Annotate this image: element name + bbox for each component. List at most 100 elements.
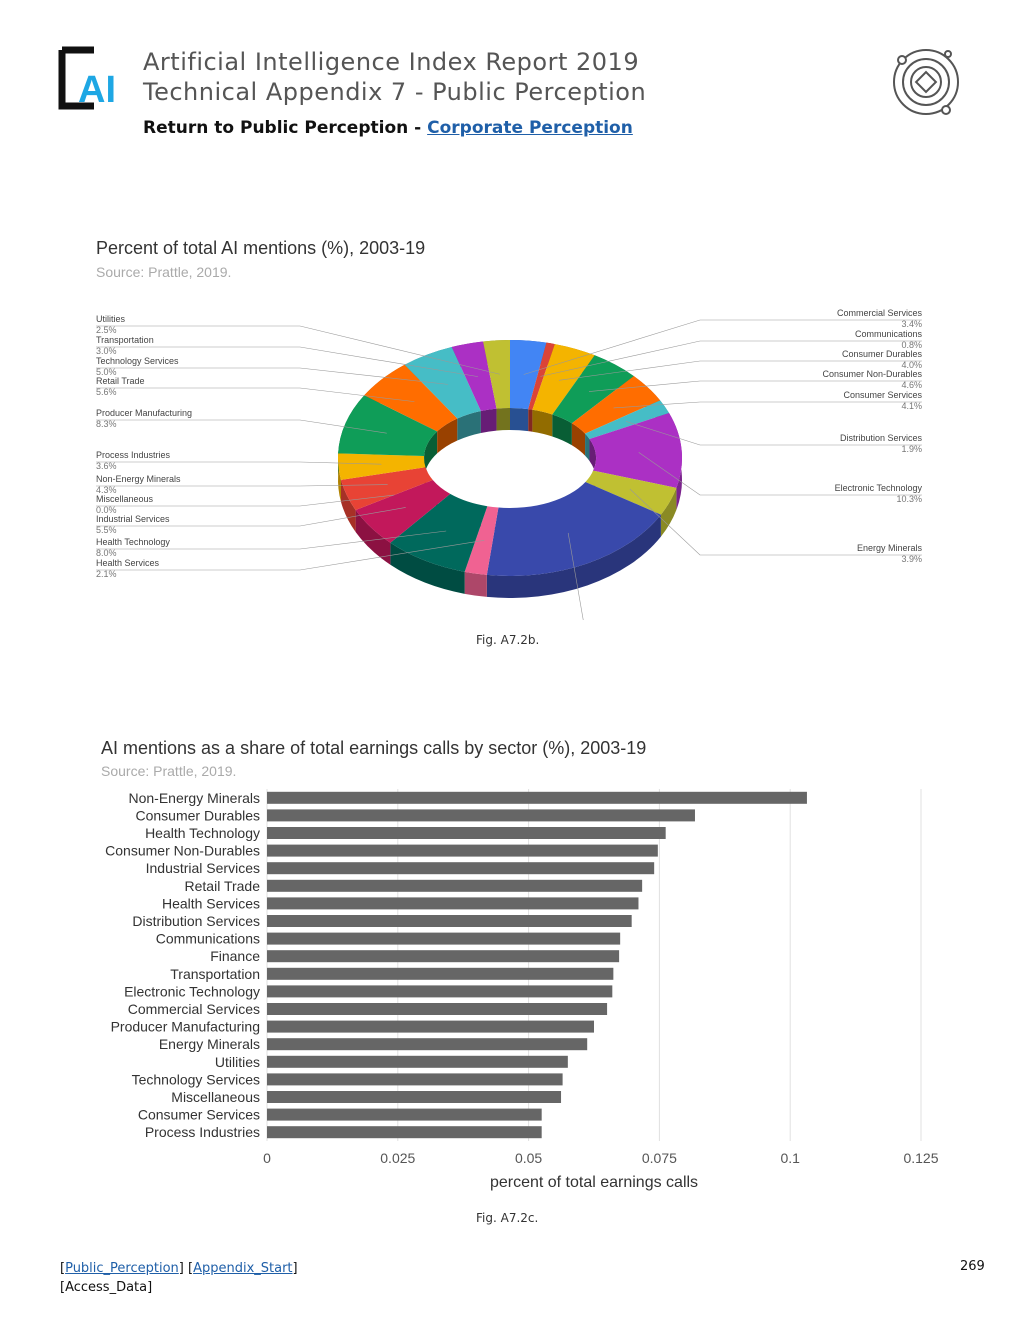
slice-utilities bbox=[483, 340, 510, 409]
bar-energy-minerals bbox=[267, 1038, 588, 1051]
bar-label-technology-services: Technology Services bbox=[132, 1071, 260, 1087]
slice-commercial-services bbox=[510, 340, 547, 410]
bar-distribution-services bbox=[267, 915, 632, 927]
pie-value-producer-manufacturing: 8.3% bbox=[96, 419, 117, 429]
leader-consumer-services bbox=[613, 401, 922, 409]
bar-chart-subtitle: Source: Prattle, 2019. bbox=[101, 763, 237, 779]
pie-value-industrial-services: 5.5% bbox=[96, 525, 117, 535]
slice-side-energy-minerals bbox=[660, 487, 677, 537]
pie-value-commercial-services: 3.4% bbox=[901, 319, 922, 329]
pie-value-health-services: 2.1% bbox=[96, 569, 117, 579]
pie-label-consumer-services: Consumer Services bbox=[843, 390, 922, 400]
pie-value-communications: 0.8% bbox=[901, 340, 922, 350]
leader-communications bbox=[540, 340, 922, 377]
pie-label-producer-manufacturing: Producer Manufacturing bbox=[96, 408, 192, 418]
pie-label-commercial-services: Commercial Services bbox=[837, 308, 923, 318]
pie-label-industrial-services: Industrial Services bbox=[96, 514, 170, 524]
slice-inner-technology-services bbox=[457, 410, 481, 441]
bar-label-health-technology: Health Technology bbox=[145, 825, 260, 841]
bar-label-consumer-services: Consumer Services bbox=[138, 1107, 260, 1123]
bar-electronic-technology bbox=[267, 985, 613, 998]
slice-inner-transportation bbox=[480, 408, 497, 433]
slice-retail-trade bbox=[364, 364, 458, 432]
x-tick-label: 0.075 bbox=[642, 1150, 677, 1166]
pie-label-technology-services: Technology Services bbox=[96, 356, 179, 366]
leader-non-energy-minerals bbox=[96, 484, 388, 487]
public-perception-link[interactable]: Public_Perception bbox=[65, 1261, 179, 1276]
slice-inner-consumer-durables bbox=[532, 409, 553, 437]
leader-technology-services bbox=[96, 367, 448, 385]
slice-consumer-durables bbox=[532, 344, 595, 415]
x-tick-label: 0.025 bbox=[380, 1150, 415, 1166]
slice-producer-manufacturing bbox=[338, 395, 438, 457]
report-title-line2: Technical Appendix 7 - Public Perception bbox=[143, 78, 647, 106]
slice-finance bbox=[486, 481, 661, 576]
slice-non-energy-minerals bbox=[340, 467, 433, 511]
slice-inner-consumer-services bbox=[571, 423, 586, 456]
pie-label-communications: Communications bbox=[855, 329, 923, 339]
pie-value-consumer-durables: 4.0% bbox=[901, 360, 922, 370]
pie-labels: Utilities2.5%Transportation3.0%Technolog… bbox=[96, 308, 922, 620]
slice-inner-distribution-services bbox=[585, 433, 590, 461]
footer-links: [Public_Perception] [Appendix_Start] [Ac… bbox=[60, 1261, 298, 1295]
leader-distribution-services bbox=[626, 421, 922, 446]
bar-miscellaneous bbox=[267, 1091, 562, 1103]
bar-consumer-services bbox=[267, 1108, 542, 1121]
pie-value-health-technology: 8.0% bbox=[96, 548, 117, 558]
slice-side-industrial-services bbox=[355, 510, 391, 565]
pie-chart-title: Percent of total AI mentions (%), 2003-1… bbox=[96, 238, 426, 258]
leader-consumer-non-durables bbox=[588, 380, 922, 392]
slice-technology-services bbox=[404, 346, 481, 419]
bar-technology-services bbox=[267, 1073, 563, 1086]
leader-electronic-technology bbox=[638, 452, 922, 496]
pie-label-non-energy-minerals: Non-Energy Minerals bbox=[96, 474, 181, 484]
pie-label-miscellaneous: Miscellaneous bbox=[96, 494, 154, 504]
appendix-start-link[interactable]: Appendix_Start bbox=[193, 1261, 293, 1276]
bar-label-miscellaneous: Miscellaneous bbox=[171, 1089, 260, 1105]
bar-producer-manufacturing bbox=[267, 1020, 594, 1033]
pie-label-electronic-technology: Electronic Technology bbox=[835, 483, 923, 493]
pie-value-consumer-non-durables: 4.6% bbox=[901, 380, 922, 390]
slice-inner-communications bbox=[528, 409, 533, 432]
pie-value-retail-trade: 5.6% bbox=[96, 387, 117, 397]
slice-inner-commercial-services bbox=[510, 408, 529, 432]
bar-label-utilities: Utilities bbox=[215, 1054, 260, 1070]
bar-label-retail-trade: Retail Trade bbox=[185, 878, 261, 894]
bar-label-consumer-durables: Consumer Durables bbox=[136, 807, 261, 823]
pie-value-electronic-technology: 10.3% bbox=[896, 494, 922, 504]
bar-transportation bbox=[267, 967, 614, 980]
pie-value-distribution-services: 1.9% bbox=[901, 444, 922, 454]
slice-side-non-energy-minerals bbox=[340, 479, 356, 533]
bar-figure-caption: Fig. A7.2c. bbox=[476, 1211, 539, 1225]
slice-process-industries bbox=[338, 453, 426, 480]
leader-health-services bbox=[96, 540, 485, 571]
pie-label-retail-trade: Retail Trade bbox=[96, 376, 145, 386]
pie-label-distribution-services: Distribution Services bbox=[840, 433, 923, 443]
bar-chart-title: AI mentions as a share of total earnings… bbox=[101, 738, 647, 758]
pie-chart-subtitle: Source: Prattle, 2019. bbox=[96, 264, 232, 280]
slice-inner-utilities bbox=[496, 408, 510, 431]
bar-label-commercial-services: Commercial Services bbox=[128, 1001, 260, 1017]
bar-label-non-energy-minerals: Non-Energy Minerals bbox=[129, 790, 261, 806]
slice-side-health-services bbox=[464, 571, 487, 597]
leader-producer-manufacturing bbox=[96, 419, 387, 434]
leader-consumer-durables bbox=[558, 360, 922, 381]
slice-side-finance bbox=[486, 514, 661, 598]
corporate-perception-link[interactable]: Corporate Perception bbox=[427, 118, 633, 138]
leader-health-technology bbox=[96, 530, 447, 550]
pie-value-energy-minerals: 3.9% bbox=[901, 554, 922, 564]
logo-text: AI bbox=[78, 69, 116, 110]
bar-label-health-services: Health Services bbox=[162, 895, 260, 911]
return-prefix: Return to Public Perception - bbox=[143, 118, 428, 138]
bar-non-energy-minerals bbox=[267, 791, 807, 804]
bar-process-industries bbox=[267, 1126, 542, 1139]
x-tick-label: 0 bbox=[263, 1150, 271, 1166]
report-title: Artificial Intelligence Index Report 201… bbox=[143, 47, 646, 107]
access-data-text: [Access_Data] bbox=[60, 1280, 153, 1295]
slice-industrial-services bbox=[355, 480, 451, 543]
bar-industrial-services bbox=[267, 862, 655, 875]
page-number: 269 bbox=[960, 1259, 985, 1274]
slice-inner-producer-manufacturing bbox=[424, 431, 438, 479]
bar-label-energy-minerals: Energy Minerals bbox=[159, 1036, 260, 1052]
bar-consumer-durables bbox=[267, 809, 695, 822]
